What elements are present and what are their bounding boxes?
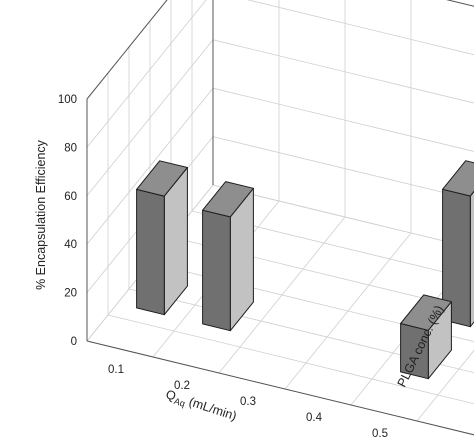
z-tick-label: 20 bbox=[64, 288, 77, 300]
back-wall bbox=[213, 0, 474, 249]
z-tick-label: 80 bbox=[64, 142, 77, 154]
floor-gridline bbox=[284, 232, 412, 390]
x-axis-line bbox=[86, 340, 474, 436]
x-axis-title-subscript: Aq bbox=[173, 396, 187, 409]
z-tick-label: 100 bbox=[58, 94, 77, 106]
floor-gridline bbox=[416, 349, 474, 422]
z-tick-label: 0 bbox=[71, 336, 77, 348]
x-tick-label: 0.2 bbox=[174, 380, 190, 392]
bar bbox=[442, 160, 474, 328]
x-axis-title: QAq (mL/min) bbox=[163, 387, 238, 425]
z-tick-label: 60 bbox=[64, 191, 77, 203]
bar-top-face bbox=[136, 160, 188, 197]
bar-front-face bbox=[136, 188, 165, 316]
bar bbox=[400, 294, 452, 380]
x-axis-title-prefix: Q bbox=[164, 387, 178, 403]
bar-front-face bbox=[202, 209, 231, 332]
x-tick-label: 0.4 bbox=[306, 412, 323, 424]
bar-top-face bbox=[400, 294, 452, 331]
bar bbox=[136, 160, 188, 316]
x-tick-label: 0.1 bbox=[108, 364, 124, 376]
bar-top-face bbox=[202, 181, 254, 218]
bars bbox=[136, 160, 474, 380]
x-tick-label: 0.3 bbox=[240, 396, 256, 408]
bar bbox=[202, 181, 254, 332]
floor-gridline bbox=[218, 216, 346, 374]
z-axis-title: % Encapsulation Efficiency bbox=[34, 139, 48, 290]
left-wall-top-line bbox=[86, 0, 168, 100]
x-axis-title-suffix: (mL/min) bbox=[184, 394, 239, 424]
bar-top-face bbox=[442, 160, 474, 197]
z-tick-label: 40 bbox=[64, 239, 77, 251]
x-tick-label: 0.5 bbox=[372, 428, 388, 440]
